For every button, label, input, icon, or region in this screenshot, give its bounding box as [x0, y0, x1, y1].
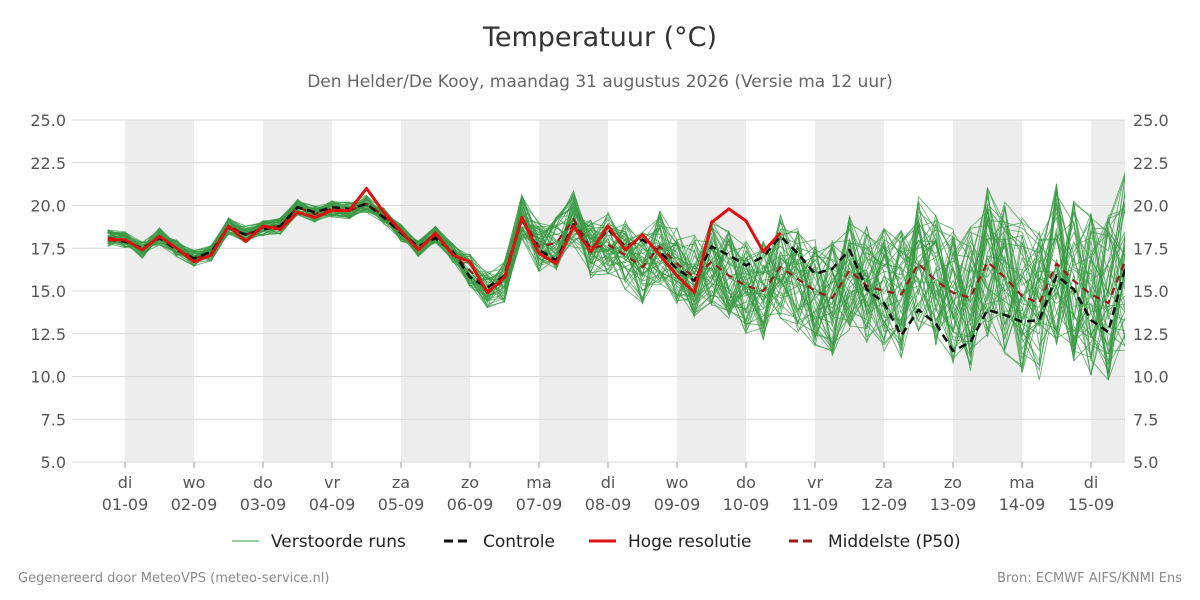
y-tick-label-right: 12.5 [1133, 325, 1169, 344]
x-tick-date-label: 15-09 [1068, 495, 1115, 514]
ensemble-member-line [107, 198, 1125, 350]
y-tick-label-right: 25.0 [1133, 111, 1169, 130]
x-tick-date-label: 09-09 [654, 495, 701, 514]
legend-label: Middelste (P50) [828, 532, 961, 552]
x-tick-date-label: 12-09 [861, 495, 908, 514]
x-tick-date-label: 14-09 [999, 495, 1046, 514]
x-tick-day-label: za [875, 473, 893, 492]
ensemble-member-line [107, 199, 1125, 356]
control-line [107, 202, 1125, 353]
footer-source: Bron: ECMWF AIFS/KNMI Ens [997, 571, 1182, 586]
ensemble-member-line [107, 175, 1125, 352]
x-tick-day-label: za [392, 473, 410, 492]
x-tick-date-label: 05-09 [378, 495, 425, 514]
x-tick-date-label: 11-09 [792, 495, 839, 514]
plot-area [107, 170, 1125, 381]
x-tick-day-label: di [1084, 473, 1099, 492]
x-tick-day-label: wo [183, 473, 206, 492]
legend-label: Hoge resolutie [628, 532, 752, 552]
chart-subtitle: Den Helder/De Kooy, maandag 31 augustus … [307, 72, 893, 92]
chart-title: Temperatuur (°C) [482, 22, 718, 53]
x-tick-date-label: 08-09 [585, 495, 632, 514]
y-tick-label-left: 7.5 [41, 410, 66, 429]
y-tick-label-left: 10.0 [30, 368, 66, 387]
x-tick-day-label: zo [944, 473, 962, 492]
ensemble-member-line [107, 196, 1125, 373]
y-tick-label-left: 22.5 [30, 154, 66, 173]
y-tick-label-right: 15.0 [1133, 282, 1169, 301]
ensemble-member-line [107, 184, 1125, 374]
x-tick-date-label: 01-09 [102, 495, 149, 514]
y-tick-label-right: 20.0 [1133, 197, 1169, 216]
y-tick-label-left: 15.0 [30, 282, 66, 301]
x-tick-date-label: 07-09 [516, 495, 563, 514]
x-tick-day-label: di [601, 473, 616, 492]
x-tick-day-label: vr [324, 473, 340, 492]
y-tick-label-left: 12.5 [30, 325, 66, 344]
y-tick-label-left: 20.0 [30, 197, 66, 216]
x-tick-date-label: 03-09 [240, 495, 287, 514]
x-tick-date-label: 13-09 [930, 495, 977, 514]
x-tick-day-label: ma [1009, 473, 1034, 492]
x-tick-day-label: wo [666, 473, 689, 492]
x-tick-day-label: zo [461, 473, 479, 492]
x-tick-day-label: vr [807, 473, 823, 492]
x-tick-day-label: do [736, 473, 756, 492]
y-tick-label-left: 25.0 [30, 111, 66, 130]
legend-label: Verstoorde runs [271, 532, 406, 552]
x-tick-day-label: do [253, 473, 273, 492]
y-tick-label-right: 10.0 [1133, 368, 1169, 387]
x-tick-date-label: 02-09 [171, 495, 218, 514]
y-tick-label-left: 17.5 [30, 239, 66, 258]
y-tick-label-left: 5.0 [41, 453, 66, 472]
footer-generated-by: Gegenereerd door MeteoVPS (meteo-service… [18, 571, 330, 586]
x-tick-day-label: di [118, 473, 133, 492]
y-tick-label-right: 17.5 [1133, 239, 1169, 258]
x-tick-date-label: 04-09 [309, 495, 356, 514]
y-tick-label-right: 7.5 [1133, 410, 1158, 429]
x-tick-day-label: ma [526, 473, 551, 492]
legend-label: Controle [483, 532, 555, 552]
y-tick-label-right: 5.0 [1133, 453, 1158, 472]
x-tick-date-label: 10-09 [723, 495, 770, 514]
x-tick-date-label: 06-09 [447, 495, 494, 514]
hires-line [107, 186, 782, 295]
y-tick-label-right: 22.5 [1133, 154, 1169, 173]
